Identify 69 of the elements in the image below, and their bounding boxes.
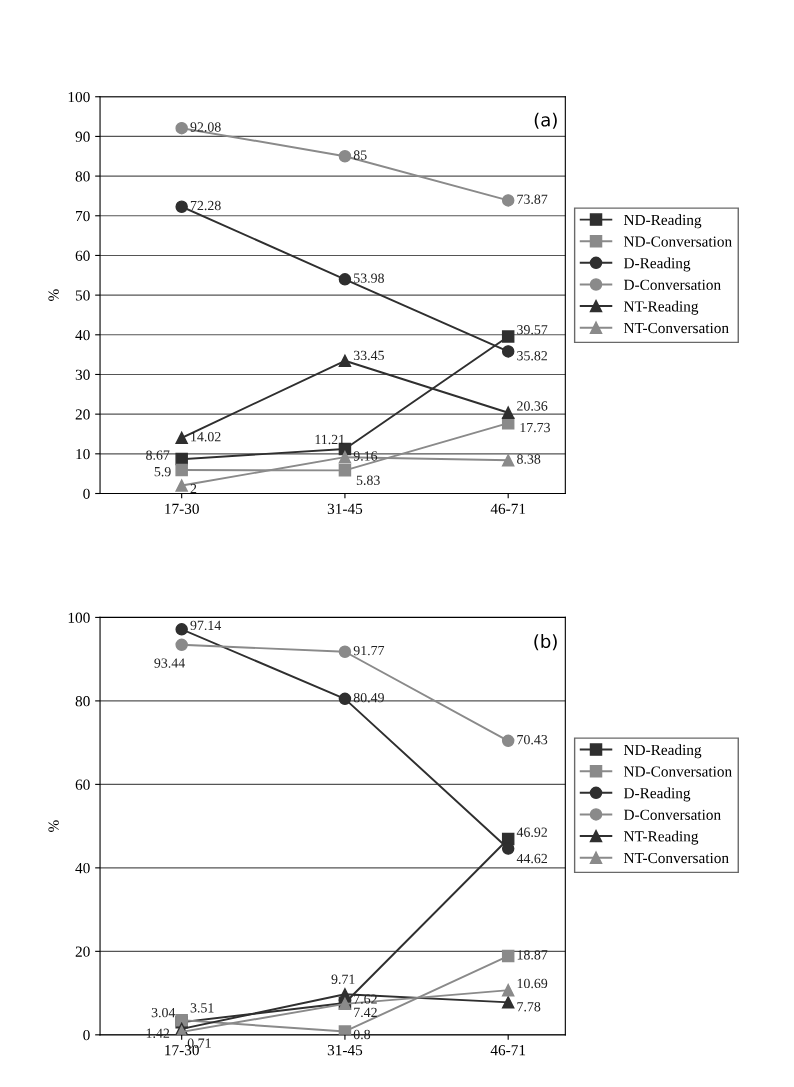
- data-label: 93.44: [154, 658, 185, 668]
- data-label: 20.36: [517, 401, 548, 411]
- y-axis-title: %: [48, 820, 59, 832]
- data-label: 35.82: [517, 351, 548, 361]
- data-label: 73.87: [517, 194, 548, 204]
- data-label: 39.57: [517, 325, 548, 335]
- y-tick-label: 80: [75, 171, 90, 182]
- x-tick-label: 17-30: [165, 503, 199, 514]
- data-label: 2: [190, 483, 197, 494]
- y-tick-label: 60: [75, 779, 90, 790]
- y-tick-label: 60: [75, 250, 90, 261]
- y-tick-label: 20: [75, 946, 90, 957]
- data-label: 7.78: [517, 1002, 541, 1012]
- legend-label: D-Reading: [623, 257, 691, 272]
- legend-label: ND-Reading: [623, 214, 702, 229]
- legend-label: NT-Reading: [623, 300, 699, 315]
- data-label: 7.62: [354, 994, 377, 1004]
- legend-label: D-Conversation: [623, 279, 721, 290]
- data-label: 46.92: [516, 827, 548, 837]
- data-label: 7.42: [354, 1007, 377, 1018]
- y-tick-label: 80: [75, 696, 90, 707]
- y-tick-label: 30: [75, 369, 90, 380]
- data-label: 3.04: [151, 1007, 176, 1018]
- data-label: 72.28: [190, 200, 221, 211]
- data-label: 44.62: [516, 853, 548, 864]
- data-label: 17.73: [520, 422, 551, 433]
- data-label: 91.77: [353, 645, 385, 656]
- data-label: 92.08: [190, 122, 221, 132]
- y-tick-label: 40: [75, 329, 90, 341]
- x-tick-label: 31-45: [327, 1045, 363, 1056]
- y-tick-label: 70: [76, 210, 90, 222]
- data-label: 53.98: [354, 273, 384, 283]
- y-tick-label: 10: [76, 448, 90, 460]
- data-label: 9.71: [331, 974, 355, 984]
- x-tick-label: 46-71: [490, 1045, 526, 1056]
- legend-label: NT-Conversation: [623, 322, 729, 334]
- y-tick-label: 100: [68, 91, 90, 103]
- legend-label: ND-Conversation: [623, 236, 732, 247]
- x-tick-label: 46-71: [490, 503, 526, 514]
- legend-label: D-Conversation: [623, 809, 721, 820]
- legend-label: NT-Reading: [623, 830, 699, 845]
- data-label: 18.87: [517, 950, 548, 960]
- data-label: 97.14: [190, 620, 222, 631]
- y-tick-label: 40: [75, 863, 90, 874]
- legend-label: ND-Conversation: [623, 766, 732, 777]
- y-tick-label: 100: [68, 612, 90, 623]
- data-label: 33.45: [353, 350, 384, 361]
- data-label: 8.38: [517, 454, 541, 464]
- data-label: 3.51: [190, 1003, 214, 1013]
- data-label: 85: [353, 150, 367, 160]
- data-label: 70.43: [517, 734, 548, 745]
- text: (a): [534, 112, 557, 129]
- y-tick-label: 20: [75, 409, 90, 420]
- data-label: 10.69: [517, 978, 548, 989]
- legend-label: ND-Reading: [623, 744, 702, 759]
- legend-label: D-Reading: [623, 787, 691, 802]
- data-label: 14.02: [191, 431, 221, 442]
- data-label: 5.9: [154, 467, 171, 477]
- y-tick-label: 0: [83, 1029, 90, 1041]
- data-label: 9.16: [353, 451, 378, 461]
- data-label: 11.21: [315, 434, 345, 445]
- data-label: 5.83: [356, 475, 380, 486]
- x-tick-label: 31-45: [327, 503, 363, 514]
- y-tick-label: 50: [75, 290, 90, 301]
- y-tick-label: 0: [83, 488, 90, 499]
- y-axis-title: %: [48, 289, 59, 301]
- legend-label: NT-Conversation: [623, 852, 729, 864]
- y-tick-label: 90: [75, 131, 90, 142]
- text: (b): [534, 634, 557, 651]
